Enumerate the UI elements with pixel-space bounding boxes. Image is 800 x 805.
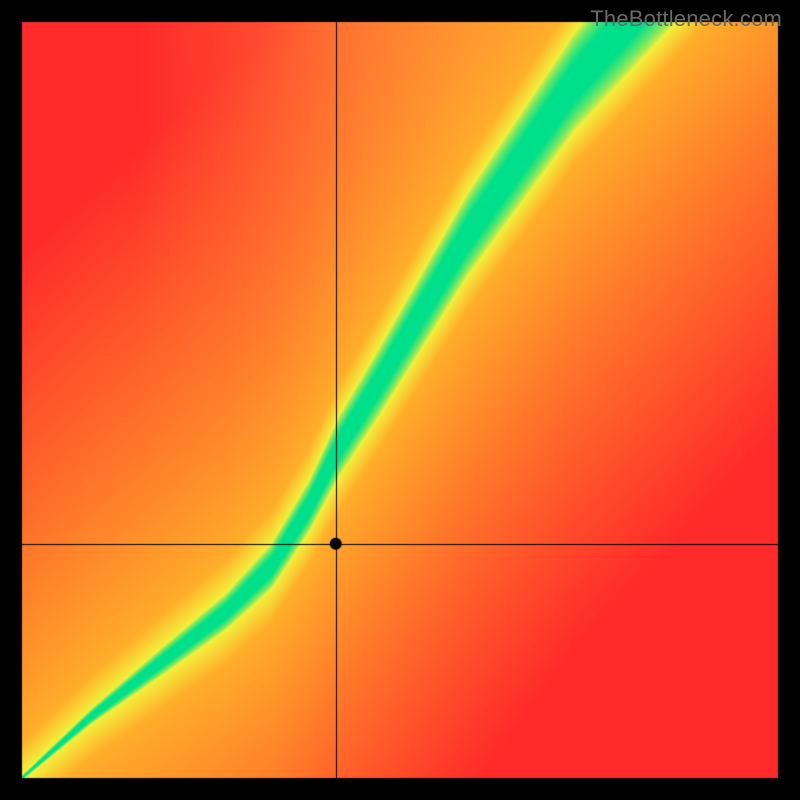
heatmap-chart (0, 0, 800, 805)
watermark-text: TheBottleneck.com (590, 6, 782, 32)
